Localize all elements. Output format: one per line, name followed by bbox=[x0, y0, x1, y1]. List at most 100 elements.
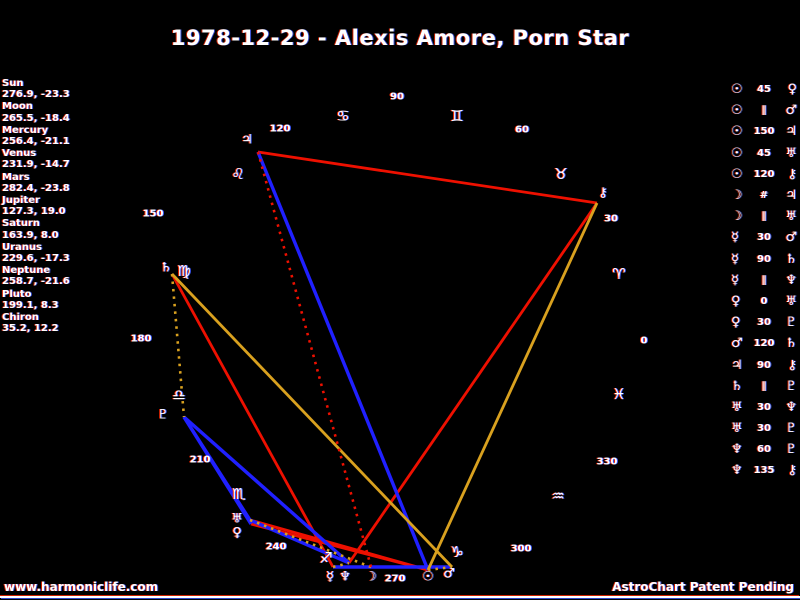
svg-text:♍: ♍ bbox=[176, 262, 189, 280]
planet-glyph: ☉ bbox=[731, 103, 743, 119]
planet-glyph: ♅ bbox=[731, 399, 743, 415]
svg-text:♂: ♂ bbox=[444, 567, 456, 582]
planet-glyph: ☽ bbox=[731, 188, 743, 204]
zodiac-sagittarius-icon: ♐♐♐ bbox=[318, 549, 333, 567]
planet-entry-mars: Mars 282.4, -23.8 bbox=[2, 172, 132, 194]
svg-text:0: 0 bbox=[640, 336, 647, 347]
svg-text:♈: ♈ bbox=[611, 265, 624, 283]
svg-text:270: 270 bbox=[385, 574, 406, 585]
planet-mars-icon: ♂♂♂ bbox=[442, 567, 456, 582]
aspect-row: ☿ ∥ ♆ bbox=[731, 270, 799, 291]
planet-glyph: ♄ bbox=[785, 251, 797, 267]
planet-entry-chiron: Chiron 35.2, 12.2 bbox=[2, 312, 132, 334]
svg-text:330: 330 bbox=[596, 457, 617, 468]
svg-text:☉: ☉ bbox=[423, 570, 435, 585]
aspect-line-pluto-neptune bbox=[182, 415, 351, 565]
planet-glyph: ♅ bbox=[785, 209, 797, 225]
aspect-value: 30 bbox=[757, 401, 771, 413]
svg-text:120: 120 bbox=[269, 124, 290, 135]
patent-notice: AstroChart Patent Pending bbox=[612, 580, 794, 594]
svg-text:300: 300 bbox=[512, 544, 533, 555]
planet-coordinates: 199.1, 8.3 bbox=[2, 299, 59, 311]
planet-name: Saturn bbox=[2, 218, 40, 230]
website-link[interactable]: www.harmoniclife.com bbox=[4, 580, 159, 594]
aspect-value: 150 bbox=[753, 126, 775, 138]
aspect-row: ♀ 30 ♇ bbox=[731, 312, 799, 333]
svg-text:☽: ☽ bbox=[366, 570, 378, 585]
aspect-row: ☽ ∥ ♅ bbox=[731, 206, 799, 227]
planet-glyph: ☽ bbox=[731, 209, 743, 225]
aspect-line-jupiter-sun bbox=[256, 151, 430, 571]
aspect-row: ♀ 0 ♅ bbox=[731, 291, 799, 312]
svg-text:♉: ♉ bbox=[554, 165, 567, 183]
planet-sun-icon: ☉☉☉ bbox=[421, 570, 435, 585]
planet-glyph: ☿ bbox=[731, 230, 739, 246]
svg-text:♄: ♄ bbox=[160, 261, 172, 276]
planet-glyph: ☉ bbox=[731, 124, 743, 140]
aspect-row: ☉ 45 ♅ bbox=[731, 143, 799, 164]
planet-glyph: ♇ bbox=[785, 378, 797, 394]
svg-text:30: 30 bbox=[605, 214, 619, 225]
aspect-row: ♂ 120 ♄ bbox=[731, 333, 799, 354]
svg-text:♎: ♎ bbox=[173, 386, 186, 404]
aspect-row: ☉ 120 ⚷ bbox=[731, 164, 799, 185]
svg-text:♒: ♒ bbox=[550, 487, 563, 505]
svg-text:☿: ☿ bbox=[325, 570, 333, 585]
planet-glyph: ♂ bbox=[785, 230, 797, 246]
svg-text:♄: ♄ bbox=[159, 261, 171, 276]
planet-glyph: ♃ bbox=[731, 357, 743, 373]
svg-text:240: 240 bbox=[266, 542, 287, 553]
svg-text:♏: ♏ bbox=[231, 485, 245, 503]
svg-text:90: 90 bbox=[389, 92, 403, 103]
aspect-value: ∥ bbox=[761, 105, 767, 117]
aspect-value: 135 bbox=[753, 465, 775, 477]
bottom-divider bbox=[0, 596, 800, 598]
svg-text:♉: ♉ bbox=[553, 165, 566, 183]
planet-glyph: ☿ bbox=[731, 272, 739, 288]
svg-text:♎: ♎ bbox=[172, 386, 185, 404]
svg-text:☉: ☉ bbox=[421, 570, 433, 585]
svg-text:♊: ♊ bbox=[451, 107, 464, 125]
aspect-row: ♆ 60 ♇ bbox=[731, 439, 799, 460]
planet-coordinates: 256.4, -21.1 bbox=[2, 136, 70, 148]
svg-text:♎: ♎ bbox=[171, 386, 184, 404]
planet-glyph: ♅ bbox=[785, 145, 797, 161]
planet-neptune-icon: ♆♆♆ bbox=[338, 570, 352, 585]
aspect-row: ♅ 30 ♆ bbox=[731, 397, 799, 418]
svg-text:0: 0 bbox=[642, 336, 649, 347]
svg-text:♅: ♅ bbox=[230, 512, 242, 527]
svg-text:♏: ♏ bbox=[233, 485, 247, 503]
aspect-value: 90 bbox=[757, 253, 771, 265]
planet-glyph: ♆ bbox=[785, 399, 797, 415]
planet-coordinates: 276.9, -23.3 bbox=[2, 89, 70, 101]
svg-text:♆: ♆ bbox=[339, 570, 351, 585]
planet-entry-neptune: Neptune 258.7, -21.6 bbox=[2, 265, 132, 287]
svg-text:180: 180 bbox=[130, 334, 151, 345]
aspect-value: 60 bbox=[757, 444, 771, 456]
planet-glyph: ♂ bbox=[785, 103, 797, 119]
svg-text:♓: ♓ bbox=[611, 385, 624, 403]
svg-text:♑: ♑ bbox=[451, 543, 464, 561]
svg-text:♈: ♈ bbox=[613, 265, 626, 283]
degree-tick-0: 000 bbox=[640, 336, 649, 347]
planet-name: Uranus bbox=[2, 241, 42, 253]
svg-text:240: 240 bbox=[265, 542, 286, 553]
svg-text:♌: ♌ bbox=[230, 165, 243, 183]
svg-text:♒: ♒ bbox=[551, 487, 564, 505]
planet-moon-icon: ☽☽☽ bbox=[364, 570, 378, 585]
planet-glyph: ♇ bbox=[785, 421, 797, 437]
svg-text:♋: ♋ bbox=[336, 107, 349, 125]
svg-text:♃: ♃ bbox=[240, 133, 252, 148]
svg-text:☽: ☽ bbox=[365, 570, 377, 585]
planet-glyph: ⚷ bbox=[787, 357, 797, 373]
planet-glyph: ⚷ bbox=[787, 166, 797, 182]
aspect-line-uranus-neptune bbox=[249, 518, 350, 565]
svg-text:330: 330 bbox=[598, 457, 619, 468]
zodiac-scorpio-icon: ♏♏♏ bbox=[231, 485, 247, 503]
svg-text:♈: ♈ bbox=[612, 265, 625, 283]
svg-text:♐: ♐ bbox=[318, 549, 331, 567]
zodiac-pisces-icon: ♓♓♓ bbox=[611, 385, 626, 403]
